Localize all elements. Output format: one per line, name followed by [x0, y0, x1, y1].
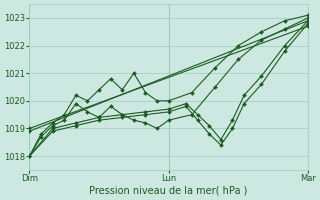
X-axis label: Pression niveau de la mer( hPa ): Pression niveau de la mer( hPa ) — [90, 186, 248, 196]
